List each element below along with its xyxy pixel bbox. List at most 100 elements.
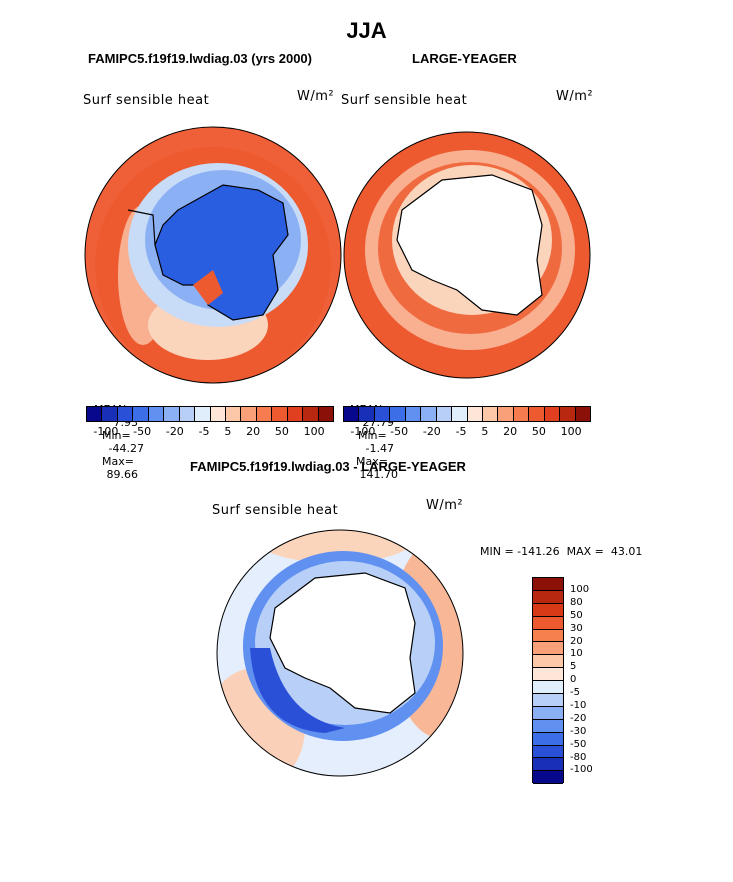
right-max-label: Max= [356, 455, 388, 468]
diff-colorbar-swatch [533, 655, 563, 669]
colorbar-tick-label: 50 [274, 425, 289, 438]
diff-colorbar-label: 20 [570, 635, 583, 647]
diff-colorbar-swatch [533, 642, 563, 656]
right-units-label: W/m² [556, 89, 594, 104]
colorbar-swatch [374, 407, 391, 421]
diff-colorbar-swatch [533, 719, 563, 733]
colorbar-swatch [390, 407, 406, 421]
right-antarctica [396, 174, 543, 316]
left-min-label: Min= [102, 429, 131, 442]
diff-colorbar-label: 30 [570, 622, 583, 634]
colorbar-swatch [241, 407, 257, 421]
colorbar-swatch [529, 407, 545, 421]
season-title: JJA [346, 18, 387, 43]
difference-variable-label: Surf sensible heat [212, 503, 339, 518]
colorbar-swatch [148, 407, 165, 421]
left-min-value: -44.27 [108, 442, 144, 455]
colorbar-swatch [452, 407, 468, 421]
diff-colorbar-swatch [533, 668, 563, 682]
colorbar-swatch [421, 407, 437, 421]
colorbar-swatch [498, 407, 514, 421]
colorbar-swatch [513, 407, 530, 421]
right-min-value: -1.47 [365, 442, 394, 455]
colorbar-tick-label: -5 [198, 425, 210, 438]
colorbar-tick-label: 100 [303, 425, 325, 438]
diff-colorbar-label: 100 [570, 584, 590, 595]
colorbar-swatch [318, 407, 333, 421]
diff-colorbar-label: 5 [570, 661, 577, 673]
colorbar-swatch [164, 407, 180, 421]
colorbar-tick-label: -20 [165, 425, 184, 438]
colorbar-tick-label: -50 [390, 425, 409, 438]
diff-colorbar-label: -80 [570, 751, 587, 763]
right-polar-map [343, 131, 591, 379]
left-max-label: Max= [102, 455, 134, 468]
diff-colorbar-swatch [533, 681, 563, 695]
diff-colorbar-label: 10 [570, 648, 583, 660]
diff-colorbar-swatch [533, 694, 563, 707]
diff-colorbar-swatch [533, 771, 563, 785]
difference-colorbar [532, 577, 564, 785]
right-colorbar-ticks: -100 -50 -20 -5 5 20 50 100 [343, 425, 589, 438]
diff-colorbar-label: 80 [570, 596, 583, 608]
diff-colorbar-swatch [533, 706, 563, 720]
diff-colorbar-label: 0 [570, 674, 577, 686]
colorbar-swatch [287, 407, 304, 421]
colorbar-tick-label: 5 [481, 425, 489, 438]
colorbar-swatch [179, 407, 196, 421]
colorbar-swatch [575, 407, 590, 421]
diff-colorbar-swatch [533, 629, 563, 643]
difference-polar-map [216, 529, 464, 777]
diff-antarctica [269, 572, 416, 714]
diff-colorbar-swatch [533, 616, 563, 630]
diff-cold-band-west [250, 648, 345, 733]
left-polar-map [84, 126, 342, 384]
colorbar-swatch [560, 407, 576, 421]
colorbar-swatch [482, 407, 499, 421]
diff-colorbar-label: -30 [570, 725, 587, 737]
colorbar-tick-label: -20 [422, 425, 441, 438]
diff-colorbar-swatch [533, 732, 563, 746]
colorbar-swatch [359, 407, 375, 421]
right-variable-label: Surf sensible heat [341, 93, 468, 108]
colorbar-swatch [405, 407, 422, 421]
colorbar-tick-label: 20 [246, 425, 261, 438]
colorbar-tick-label: 50 [531, 425, 546, 438]
colorbar-swatch [544, 407, 561, 421]
right-max-value: 141.70 [359, 468, 399, 481]
colorbar-swatch [133, 407, 149, 421]
diff-colorbar-swatch [533, 578, 563, 591]
left-antarctica [154, 184, 289, 321]
colorbar-tick-label: 5 [224, 425, 232, 438]
left-peninsula [127, 209, 156, 246]
colorbar-swatch [195, 407, 211, 421]
left-ice-shelf-detail [193, 270, 223, 305]
colorbar-tick-label: 20 [503, 425, 518, 438]
left-max-value: 89.66 [106, 468, 139, 481]
colorbar-swatch [117, 407, 134, 421]
difference-units-label: W/m² [426, 498, 464, 513]
right-colorbar [343, 406, 591, 422]
colorbar-swatch [303, 407, 319, 421]
diff-colorbar-label: -5 [570, 687, 580, 699]
left-colorbar [86, 406, 334, 422]
left-variable-label: Surf sensible heat [83, 93, 210, 108]
left-units-label: W/m² [297, 89, 335, 104]
right-case-title: LARGE-YEAGER [412, 51, 517, 66]
colorbar-tick-label: -50 [133, 425, 152, 438]
colorbar-tick-label: 100 [560, 425, 582, 438]
left-colorbar-ticks: -100 -50 -20 -5 5 20 50 100 [86, 425, 332, 438]
diff-colorbar-swatch [533, 590, 563, 604]
colorbar-tick-label: -5 [455, 425, 467, 438]
colorbar-swatch [210, 407, 226, 421]
diff-colorbar-label: 50 [570, 609, 583, 621]
diff-warm-north [255, 530, 415, 563]
diff-colorbar-label: -100 [570, 764, 593, 776]
left-case-title: FAMIPC5.f19f19.lwdiag.03 (yrs 2000) [88, 51, 312, 66]
colorbar-swatch [272, 407, 288, 421]
colorbar-swatch [87, 407, 103, 421]
diff-colorbar-label: -10 [570, 700, 587, 712]
difference-range: MIN = -141.26 MAX = 43.01 [480, 545, 643, 558]
colorbar-swatch [225, 407, 242, 421]
colorbar-tick-label: -100 [93, 425, 119, 438]
